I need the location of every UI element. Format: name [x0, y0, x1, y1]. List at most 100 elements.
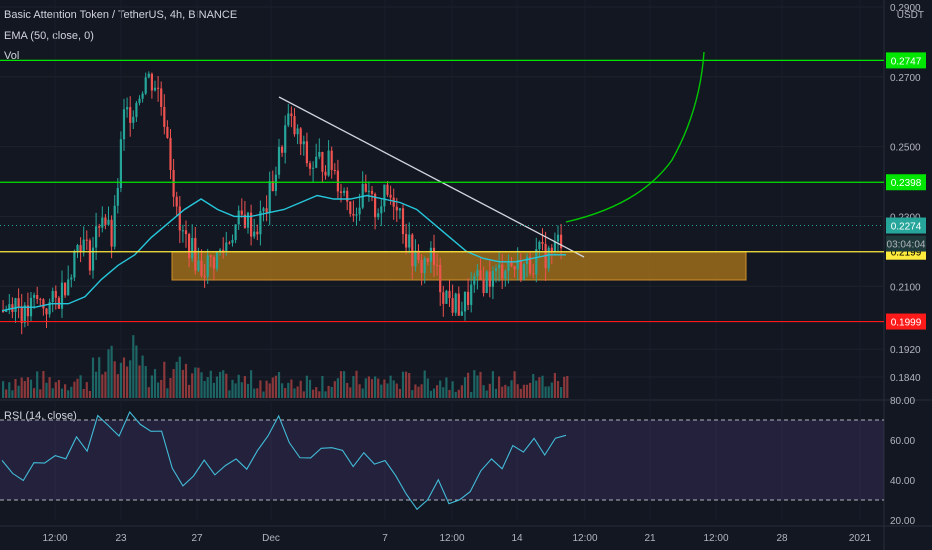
candle-body — [290, 113, 293, 117]
candle-body — [470, 284, 473, 305]
volume-bar — [386, 383, 389, 398]
candle-body — [184, 230, 188, 235]
volume-bar — [228, 390, 231, 398]
volume-bar — [284, 388, 287, 398]
volume-bar — [175, 361, 178, 398]
candle-body — [532, 273, 535, 275]
volume-bar — [358, 384, 361, 398]
volume-bar — [141, 355, 144, 398]
volume-bar — [113, 361, 116, 398]
candle-body — [265, 208, 268, 213]
candle-body — [525, 256, 529, 264]
candle-body — [463, 291, 467, 312]
candle-body — [476, 270, 479, 277]
time-tick-label: 27 — [191, 533, 203, 544]
candle-body — [436, 264, 439, 266]
volume-bar — [23, 381, 26, 398]
candle-body — [299, 128, 302, 145]
candle-body — [147, 73, 150, 78]
candle-body — [48, 302, 51, 315]
candle-body — [432, 247, 436, 265]
rsi-band-fill — [0, 420, 884, 500]
time-tick-label: 14 — [511, 533, 523, 544]
candle-body — [284, 125, 287, 153]
volume-bar — [88, 390, 91, 398]
countdown-label: 03:04:04 — [887, 240, 926, 251]
candle-body — [88, 240, 91, 271]
candle-body — [482, 279, 485, 293]
volume-bar — [361, 388, 364, 398]
volume-bar — [144, 365, 147, 398]
candle-body — [225, 242, 228, 251]
volume-bar — [324, 391, 327, 398]
candle-body — [426, 258, 429, 262]
candle-body — [553, 241, 556, 252]
rsi-tick-label: 40.00 — [890, 476, 915, 487]
candle-body — [315, 156, 318, 168]
volume-bar — [234, 383, 237, 398]
candle-body — [256, 231, 259, 235]
candle-body — [132, 116, 135, 123]
volume-bar — [305, 375, 308, 398]
volume-bar — [250, 370, 253, 398]
candle-body — [175, 196, 178, 207]
candle-body — [429, 247, 432, 262]
volume-bar — [501, 386, 504, 398]
candle-body — [36, 295, 39, 300]
rsi-legend: RSI (14, close) — [4, 410, 77, 422]
volume-bar — [423, 370, 426, 398]
volume-bar — [98, 357, 101, 398]
volume-bar — [377, 378, 380, 398]
price-tick-label: 0.2900 — [890, 3, 921, 14]
volume-bar — [57, 379, 60, 398]
volume-bar — [104, 371, 107, 398]
volume-bar — [494, 388, 498, 398]
current-price-tag — [886, 217, 926, 234]
candle-body — [364, 183, 367, 192]
candle-body — [312, 167, 315, 169]
candle-body — [417, 250, 420, 261]
volume-bar — [398, 388, 401, 398]
volume-bar — [274, 375, 277, 398]
candle-body — [367, 190, 370, 192]
candle-body — [64, 282, 67, 296]
volume-bar — [240, 382, 243, 398]
candle-body — [504, 271, 507, 279]
candle-body — [178, 206, 181, 231]
volume-bar — [336, 378, 339, 398]
volume-bar — [560, 387, 563, 398]
volume-bar — [191, 373, 194, 398]
candle-body — [485, 271, 488, 293]
candle-body — [535, 249, 538, 275]
candle-body — [287, 113, 290, 126]
volume-bar — [457, 389, 460, 398]
candle-body — [439, 264, 442, 293]
candle-body — [405, 234, 408, 248]
volume-bar — [327, 385, 330, 398]
volume-bar — [200, 372, 203, 398]
candle-body — [42, 299, 45, 309]
candle-body — [308, 163, 312, 169]
candle-body — [408, 234, 411, 248]
volume-bar — [504, 384, 507, 398]
volume-bar — [54, 382, 57, 398]
candle-body — [321, 151, 324, 172]
candle-body — [268, 181, 271, 213]
volume-bar — [312, 389, 315, 398]
time-tick-label: 23 — [115, 533, 127, 544]
volume-bar — [513, 371, 516, 398]
volume-bar — [333, 381, 336, 398]
candle-body — [389, 194, 392, 198]
volume-bar — [265, 380, 268, 398]
candle-body — [135, 103, 138, 117]
candle-body — [507, 262, 510, 272]
volume-bar — [293, 388, 296, 398]
time-tick-label: 28 — [776, 533, 788, 544]
candle-body — [33, 295, 36, 298]
volume-bar — [429, 390, 432, 398]
volume-bar — [209, 370, 212, 398]
candle-body — [277, 146, 281, 175]
candle-body — [113, 205, 116, 247]
candle-body — [259, 211, 262, 235]
